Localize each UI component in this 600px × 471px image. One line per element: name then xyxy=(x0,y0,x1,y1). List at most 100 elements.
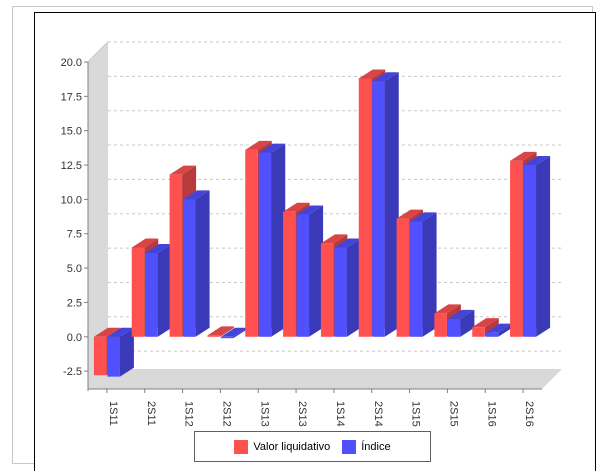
bar-top xyxy=(485,323,513,333)
legend-swatch-series-0 xyxy=(234,439,249,454)
legend-item-series-1: Índice xyxy=(342,439,391,454)
bar-front xyxy=(410,221,423,337)
bar-front xyxy=(145,252,158,337)
bar-side xyxy=(309,205,324,337)
x-tick-label-2S14: 2S14 xyxy=(372,401,384,427)
bar-top xyxy=(169,165,197,175)
x-tick-label-2S11: 2S11 xyxy=(145,401,157,426)
legend-label-series-0: Valor liquidativo xyxy=(253,440,331,453)
bar-front xyxy=(396,218,410,337)
bar-side xyxy=(119,327,134,377)
y-tick-label: 15.0 xyxy=(61,126,82,138)
bar-front xyxy=(510,160,523,337)
bar-front xyxy=(258,152,272,337)
bar-top xyxy=(207,326,234,336)
x-tick-label-1S11: 1S11 xyxy=(107,401,119,426)
y-tick-label: 20.0 xyxy=(61,57,82,69)
bar-front xyxy=(334,247,347,337)
bar-front xyxy=(207,335,220,337)
bar-front xyxy=(447,318,461,337)
bar-top xyxy=(472,318,499,328)
bar-Índice-1S14 xyxy=(334,238,361,337)
bar-top xyxy=(410,212,437,222)
bar-side xyxy=(536,156,551,337)
y-tick-label: 2.5 xyxy=(67,297,82,309)
bar-Índice-1S12 xyxy=(183,190,210,337)
bar-top xyxy=(334,238,361,248)
bar-front xyxy=(93,336,107,376)
x-tick-label-1S15: 1S15 xyxy=(410,401,422,427)
x-tick-label-2S12: 2S12 xyxy=(220,401,232,427)
bar-top xyxy=(296,205,324,215)
bar-top xyxy=(523,156,551,166)
bar-front xyxy=(434,313,447,337)
y-tick-label: 12.5 xyxy=(61,160,82,172)
x-tick-label-1S16: 1S16 xyxy=(485,401,497,427)
bar-Índice-2S12 xyxy=(220,327,248,339)
bar-Índice-2S14 xyxy=(372,72,399,337)
bar-side xyxy=(271,143,286,337)
y-tick-label: 17.5 xyxy=(61,91,82,103)
bar-top xyxy=(396,209,424,219)
bar-Índice-1S13 xyxy=(258,143,286,337)
bar-top xyxy=(283,202,310,212)
y-tick-label: 0.0 xyxy=(67,332,82,344)
bar-front xyxy=(485,332,499,337)
bar-top xyxy=(447,309,475,319)
bar-top xyxy=(183,190,210,200)
y-tick-label: -2.5 xyxy=(63,366,82,378)
bars-layer xyxy=(93,69,551,377)
y-tick-label: 7.5 xyxy=(67,229,82,241)
bar-front xyxy=(320,243,334,337)
x-tick-label-2S16: 2S16 xyxy=(523,401,535,427)
x-tick-label-2S15: 2S15 xyxy=(447,401,459,427)
axis-layer xyxy=(87,42,562,391)
bar-top xyxy=(358,69,386,79)
bar-front xyxy=(107,336,120,377)
bar-top xyxy=(434,304,461,314)
bar-side xyxy=(195,190,210,337)
bar-top xyxy=(258,143,286,153)
bar-Índice-1S11 xyxy=(107,327,134,377)
bar-front xyxy=(283,211,296,337)
bar-side xyxy=(219,326,234,337)
x-tick-label-1S14: 1S14 xyxy=(334,401,346,427)
x-tick-label-1S13: 1S13 xyxy=(258,401,270,427)
bar-Valor liquidativo-2S12 xyxy=(207,326,234,337)
bar-side xyxy=(346,238,361,337)
bar-Índice-2S13 xyxy=(296,205,324,337)
ticks-layer: 20.0 17.5 15.0 12.5 10.0 7.5 5.0 2.5 0.0 -2.5 1S11… xyxy=(61,57,536,427)
bar-Índice-1S16 xyxy=(485,323,513,337)
legend: Valor liquidativo Índice xyxy=(194,431,431,462)
bar-top xyxy=(372,72,399,82)
bar-Índice-2S16 xyxy=(523,156,551,337)
bar-top xyxy=(107,327,134,337)
bar-side xyxy=(384,72,399,337)
bar-Índice-2S11 xyxy=(145,243,172,337)
bar-front xyxy=(169,174,183,337)
bar-top xyxy=(145,243,172,253)
bar-front xyxy=(296,214,310,337)
bar-front xyxy=(358,78,372,337)
bar-Índice-2S15 xyxy=(447,309,475,337)
bar-top xyxy=(245,140,272,150)
bar-side xyxy=(233,327,248,339)
x-tick-label-1S12: 1S12 xyxy=(183,401,195,427)
legend-item-series-0: Valor liquidativo xyxy=(234,439,331,454)
bar-side xyxy=(498,323,513,337)
legend-swatch-series-1 xyxy=(342,439,357,454)
legend-label-series-1: Índice xyxy=(361,440,391,453)
bar-front xyxy=(131,247,145,337)
bar-front xyxy=(183,199,196,337)
left-wall xyxy=(88,42,108,389)
bar-top xyxy=(220,327,248,337)
bar-front xyxy=(220,336,234,339)
bar-front xyxy=(245,149,258,337)
bar-top xyxy=(320,234,348,244)
bar-front xyxy=(523,165,537,337)
bar-side xyxy=(157,243,172,337)
y-tick-label: 5.0 xyxy=(67,263,82,275)
y-tick-label: 10.0 xyxy=(61,194,82,206)
bar-side xyxy=(422,212,437,337)
